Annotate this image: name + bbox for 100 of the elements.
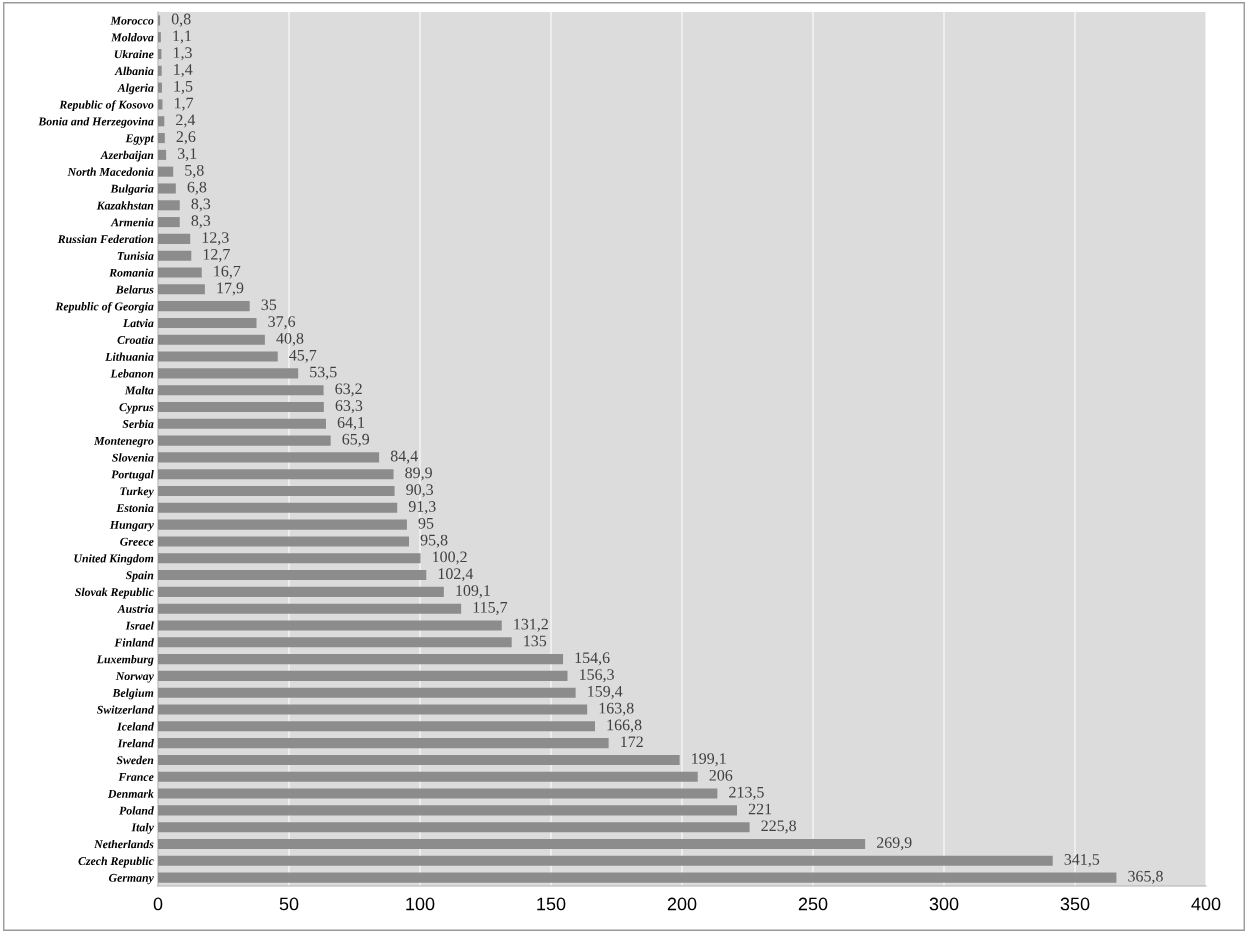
y-tick-label: Latvia [122,318,154,328]
bar [158,670,568,681]
data-label: 3,1 [178,148,197,162]
bar [158,183,176,194]
bar [158,250,192,261]
y-tick-label: Azerbaijan [100,150,154,162]
y-tick-label: Switzerland [96,705,154,714]
bar [158,32,161,43]
data-label: 35 [261,299,277,311]
bar [158,704,588,715]
y-tick-label: Tunisia [117,251,154,260]
y-tick-label: Kazakhstan [96,201,154,210]
y-tick-label: Netherlands [94,839,154,849]
y-tick-label: Norway [115,672,154,683]
data-label: 64,1 [337,417,365,431]
data-label: 225,8 [761,820,797,834]
bar [158,133,165,144]
y-tick-label: Hungary [109,520,154,532]
y-tick-label: Moldova [111,33,154,42]
x-tick-label: 100 [406,897,435,911]
y-tick-label: Belarus [115,285,154,294]
bar [158,519,407,530]
data-label: 341,5 [1064,854,1100,868]
data-label: 172 [621,736,643,747]
bar [158,351,278,362]
y-tick-label: Slovak Republic [75,587,154,599]
y-tick-label: France [118,773,154,781]
y-tick-label: Sweden [116,755,154,765]
data-label: 1,7 [174,97,194,111]
data-label: 2,6 [176,131,196,145]
bar [158,284,205,295]
data-label: 37,6 [268,316,296,330]
y-tick-label: Austria [117,604,154,613]
y-tick-label: Malta [124,386,154,395]
bar [158,435,331,446]
data-label: 53,5 [310,366,337,380]
data-label: 109,1 [456,585,490,599]
bar [158,385,324,396]
y-tick-label: Republic of Georgia [55,301,154,313]
data-label: 115,7 [473,601,508,615]
y-tick-label: Montenegro [93,436,154,448]
bar [158,738,609,749]
bar [158,620,502,631]
data-label: 135 [524,635,547,647]
y-tick-label: Luxemburg [96,655,154,666]
y-tick-label: Germany [108,873,154,885]
bar [158,586,444,597]
y-tick-label: Croatia [117,335,154,344]
y-tick-label: Estonia [116,503,154,513]
data-label: 213,5 [729,786,764,800]
data-label: 221 [748,803,772,815]
y-tick-label: Russian Federation [57,234,154,244]
bar [158,267,202,278]
y-tick-label: Israel [125,621,154,630]
bar [158,637,512,648]
y-tick-label: Ireland [117,739,154,748]
y-tick-label: Lebanon [110,369,154,378]
y-tick-label: North Macedonia [67,167,154,176]
data-label: 163,8 [599,702,634,716]
x-tick-label: 400 [1191,897,1221,911]
x-tick-label: 350 [1060,897,1090,911]
data-label: 65,9 [342,433,370,447]
data-label: 90,3 [406,484,434,498]
data-label: 63,3 [335,400,363,414]
bar [158,200,180,211]
bar [158,855,1053,866]
bar [158,570,427,581]
data-label: 45,7 [289,349,317,363]
data-label: 269,9 [876,837,912,851]
y-tick-label: Republic of Kosovo [59,100,154,112]
data-label: 1,3 [173,47,192,61]
data-label: 199,1 [692,753,726,767]
bar [158,149,167,160]
data-label: 154,6 [575,652,610,666]
bar [158,233,191,244]
data-label: 17,9 [217,282,244,296]
x-tick-label: 50 [279,897,299,911]
bar [158,536,409,547]
y-tick-label: Bulgaria [110,184,154,196]
y-tick-label: Finland [114,638,154,647]
y-tick-label: Italy [131,823,154,834]
data-label: 12,3 [202,232,229,246]
y-tick-label: Spain [125,570,154,582]
y-tick-label: Greece [120,537,154,546]
y-tick-label: Denmark [107,789,154,798]
bar [158,805,738,816]
y-tick-label: Poland [119,806,154,815]
y-tick-label: Belgium [112,688,154,700]
y-tick-label: Serbia [122,419,154,429]
bar [158,687,576,698]
bar [158,334,265,345]
y-tick-label: United Kingdom [74,554,154,565]
data-label: 1,5 [174,80,193,94]
bar [158,368,299,379]
data-label: 6,8 [187,181,207,195]
y-tick-label: Iceland [116,722,154,731]
y-tick-label: Portugal [111,470,154,481]
data-label: 89,9 [405,467,432,481]
data-label: 2,4 [176,114,196,128]
data-label: 1,1 [173,30,191,44]
